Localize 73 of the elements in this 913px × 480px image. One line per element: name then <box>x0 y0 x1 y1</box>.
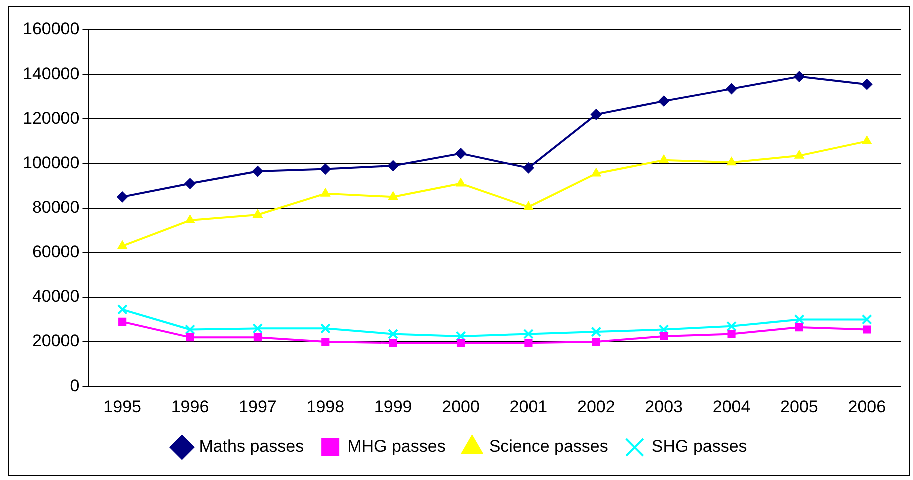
point <box>185 215 196 224</box>
point <box>388 160 399 172</box>
point <box>862 314 872 325</box>
point <box>659 154 669 164</box>
y-tick-label: 40000 <box>32 287 80 306</box>
y-tick-label: 100000 <box>22 153 80 172</box>
x-tick-label: 2006 <box>848 397 886 416</box>
y-tick-label: 20000 <box>32 332 80 351</box>
point <box>862 79 873 90</box>
point <box>184 178 196 190</box>
point <box>726 157 737 166</box>
point <box>863 326 872 334</box>
point <box>658 324 670 336</box>
point <box>590 109 602 120</box>
y-tick-label: 140000 <box>22 64 80 84</box>
point <box>388 328 399 340</box>
point <box>794 150 804 159</box>
point <box>456 178 466 187</box>
x-tick-label: 1998 <box>306 397 345 416</box>
y-tick-label: 80000 <box>32 198 80 217</box>
x-tick-label: 1995 <box>104 397 142 416</box>
x-tick-label: 2001 <box>510 397 548 416</box>
point <box>660 332 668 340</box>
point <box>523 328 534 340</box>
x-tick-label: 2000 <box>442 397 480 416</box>
point <box>794 314 805 325</box>
point <box>726 321 738 332</box>
x-tick-label: 2005 <box>780 397 818 416</box>
point <box>118 240 128 250</box>
x-tick-label: 2004 <box>712 397 751 416</box>
point <box>592 168 602 177</box>
point <box>658 96 670 107</box>
point <box>254 334 262 342</box>
point <box>795 324 804 332</box>
point <box>728 330 736 338</box>
point <box>185 324 196 336</box>
point <box>117 192 128 203</box>
y-tick-label: 120000 <box>22 108 80 128</box>
point <box>322 338 330 346</box>
point <box>794 71 805 82</box>
point <box>456 148 467 160</box>
x-tick-label: 2003 <box>645 397 683 416</box>
y-tick-label: 0 <box>70 376 80 396</box>
point <box>523 162 534 174</box>
point <box>320 188 330 197</box>
legend-label: Maths passes <box>199 437 304 456</box>
point <box>862 136 872 144</box>
point <box>320 164 332 175</box>
point <box>592 338 600 346</box>
legend-label: SHG passes <box>652 437 748 456</box>
x-tick-label: 2002 <box>577 397 616 416</box>
point <box>388 192 398 200</box>
point <box>252 323 264 334</box>
point <box>456 331 466 342</box>
point <box>186 334 194 342</box>
point <box>524 202 534 210</box>
x-tick-label: 1999 <box>374 397 412 416</box>
point <box>117 304 128 315</box>
point <box>118 318 127 326</box>
y-tick-label: 60000 <box>32 242 80 262</box>
legend-label: Science passes <box>489 437 608 456</box>
point <box>524 339 533 348</box>
point <box>389 339 398 348</box>
point <box>456 339 466 348</box>
legend-label: MHG passes <box>348 437 446 456</box>
point <box>726 84 738 95</box>
point <box>320 323 331 334</box>
point <box>253 209 263 218</box>
x-tick-label: 1996 <box>171 397 210 416</box>
x-tick-label: 1997 <box>239 397 277 416</box>
point <box>591 326 602 338</box>
y-tick-label: 160000 <box>22 20 80 39</box>
point <box>252 166 264 178</box>
